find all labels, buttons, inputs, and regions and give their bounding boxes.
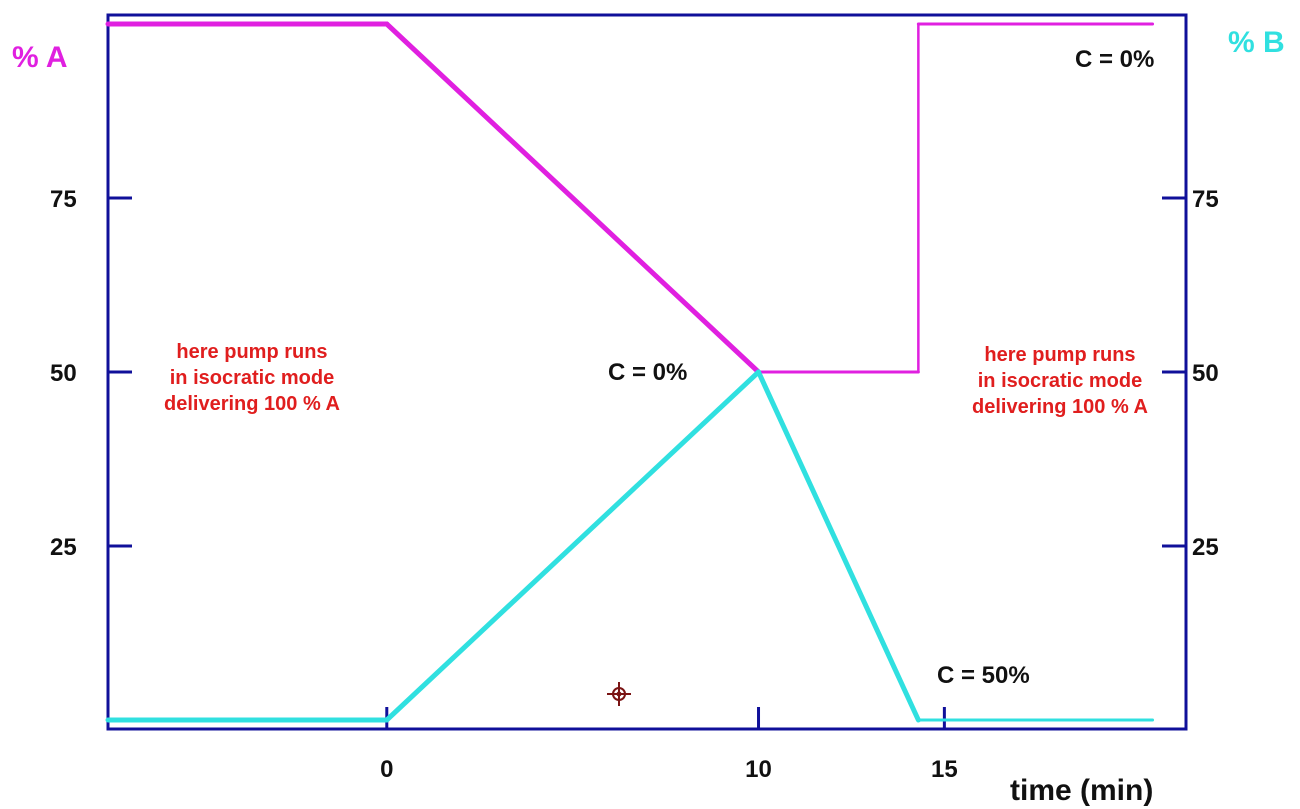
note-left-line: in isocratic mode — [170, 367, 335, 389]
note-left-line: here pump runs — [176, 341, 327, 363]
y-tick-label-left: 75 — [50, 186, 77, 213]
series-A-segment — [384, 21, 762, 375]
x-tick-label: 15 — [931, 756, 958, 783]
series-B-segment — [384, 369, 762, 723]
series-B-segment — [756, 369, 921, 723]
y-tick-label-left: 50 — [50, 360, 77, 387]
annotation-c-top: C = 0% — [1075, 46, 1154, 73]
left-axis-title: % A — [12, 41, 68, 74]
annotation-c-mid: C = 0% — [608, 359, 687, 386]
note-left-line: delivering 100 % A — [164, 393, 340, 415]
annotation-c-bottom: C = 50% — [937, 662, 1030, 689]
y-tick-label-right: 25 — [1192, 534, 1219, 561]
note-left: here pump runs in isocratic mode deliver… — [164, 341, 340, 415]
note-right: here pump runs in isocratic mode deliver… — [972, 344, 1148, 418]
axis-ticks — [108, 196, 1186, 729]
note-right-line: in isocratic mode — [978, 370, 1143, 392]
y-tick-label-right: 50 — [1192, 360, 1219, 387]
note-right-line: delivering 100 % A — [972, 396, 1148, 418]
y-tick-label-right: 75 — [1192, 186, 1219, 213]
note-right-line: here pump runs — [984, 344, 1135, 366]
x-tick-label: 0 — [380, 756, 393, 783]
y-tick-label-left: 25 — [50, 534, 77, 561]
crosshair-cursor-icon — [607, 682, 631, 706]
x-axis-title: time (min) — [1010, 774, 1153, 807]
tick-labels: 25 25 50 50 75 75 0 10 15 — [50, 186, 1219, 783]
x-tick-label: 10 — [745, 756, 772, 783]
series-lines — [105, 21, 1155, 723]
right-axis-title: % B — [1228, 26, 1285, 59]
